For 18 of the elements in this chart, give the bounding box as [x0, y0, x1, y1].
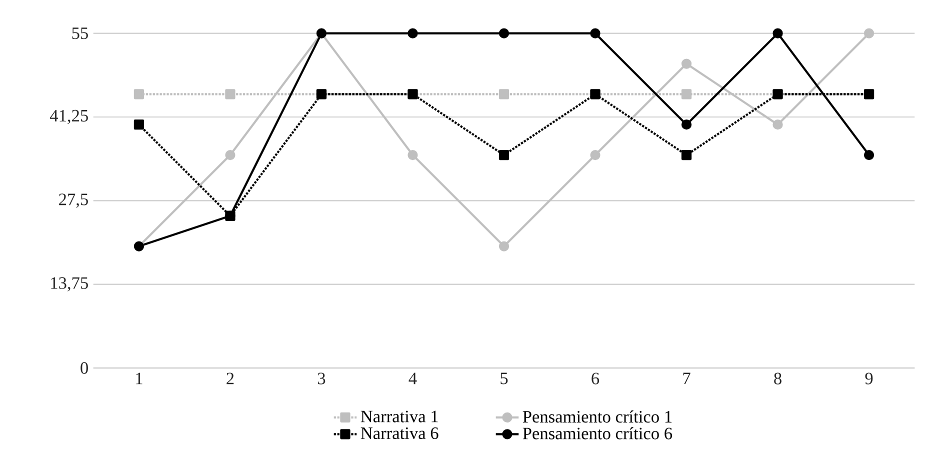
x-tick-label: 8	[774, 372, 782, 385]
legend-label: Narrativa 1	[360, 410, 438, 423]
x-tick-label: 9	[865, 372, 873, 385]
y-tick-label: 0	[80, 362, 88, 374]
x-tick-label: 6	[592, 372, 600, 385]
x-tick-label: 5	[500, 372, 508, 384]
y-tick-label: 41,25	[50, 110, 88, 124]
y-tick-label: 13,75	[51, 277, 88, 292]
x-tick-label: 7	[683, 372, 690, 384]
legend-label: Narrativa 6	[360, 428, 438, 440]
y-tick-label: 27,5	[59, 194, 88, 208]
y-tick-label: 55	[72, 28, 88, 40]
x-tick-label: 2	[226, 372, 234, 384]
x-tick-label: 3	[318, 372, 326, 385]
legend-label: Pensamiento crítico 6	[522, 427, 672, 440]
x-tick-label: 1	[136, 372, 142, 384]
x-tick-label: 4	[408, 372, 417, 384]
legend-label: Pensamiento crítico 1	[522, 410, 672, 423]
